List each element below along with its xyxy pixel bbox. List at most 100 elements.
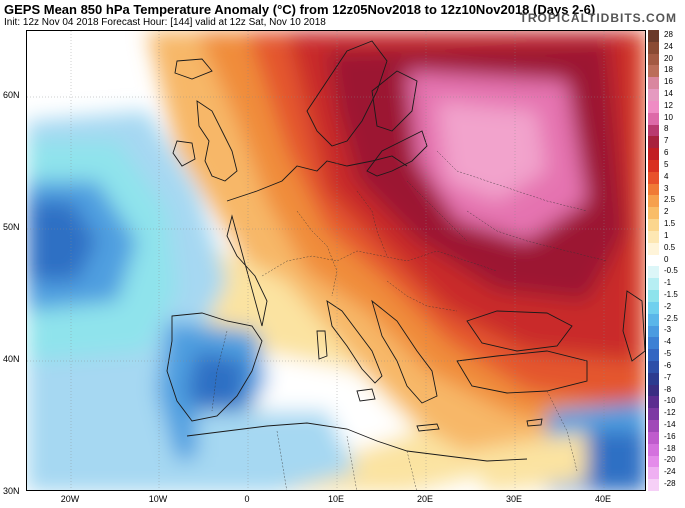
colorbar-label: 12 (664, 100, 673, 110)
colorbar-label: 18 (664, 65, 673, 75)
colorbar-swatch (648, 325, 659, 338)
colorbar-swatch (648, 65, 659, 78)
colorbar-swatch (648, 242, 659, 256)
map-title: GEPS Mean 850 hPa Temperature Anomaly (°… (4, 2, 596, 17)
lon-label-0: 0 (244, 494, 250, 504)
colorbar-label: 2.5 (664, 195, 676, 205)
colorbar-label: -2.5 (664, 313, 678, 323)
colorbar-swatch (648, 337, 659, 350)
colorbar-label: 16 (664, 77, 673, 87)
colorbar-label: -2 (664, 301, 672, 311)
colorbar-label: 6 (664, 148, 669, 158)
colorbar-swatch (648, 77, 659, 90)
coastlines (166, 40, 645, 462)
colorbar-label: -14 (664, 419, 676, 429)
colorbar-swatch (648, 124, 659, 137)
lat-label-50n: 50N (3, 222, 20, 232)
colorbar-swatch (648, 183, 659, 196)
lon-label-10w: 10W (148, 494, 168, 504)
colorbar-swatch (648, 112, 659, 126)
colorbar-label: -5 (664, 349, 672, 359)
colorbar-swatch (648, 136, 659, 149)
colorbar-label: -0.5 (664, 266, 678, 276)
political-borders (211, 150, 608, 490)
colorbar-label: -12 (664, 408, 676, 418)
colorbar-swatch (648, 160, 659, 173)
lon-label-30e: 30E (505, 494, 523, 504)
colorbar-swatch (648, 420, 659, 433)
colorbar-label: -1.5 (664, 289, 678, 299)
colorbar-label: -6 (664, 360, 672, 370)
colorbar-swatch (648, 100, 659, 114)
colorbar-label: -16 (664, 431, 676, 441)
colorbar-label: 14 (664, 89, 673, 98)
colorbar-label: -4 (664, 337, 672, 347)
colorbar-label: 4 (664, 171, 669, 181)
colorbar-swatch (648, 89, 659, 102)
colorbar-swatch (648, 30, 659, 43)
lon-label-40e: 40E (594, 494, 612, 504)
lon-label-20e: 20E (416, 494, 434, 504)
header: GEPS Mean 850 hPa Temperature Anomaly (°… (0, 0, 685, 30)
map-canvas (27, 31, 645, 490)
colorbar-label: -18 (664, 443, 676, 453)
anomaly-field (27, 31, 645, 490)
colorbar-label: -24 (664, 467, 676, 477)
colorbar-label: -7 (664, 372, 672, 382)
lat-label-40n: 40N (3, 354, 20, 364)
colorbar-swatch (648, 148, 659, 161)
colorbar-swatch (648, 207, 659, 220)
colorbar-label: 3 (664, 183, 669, 193)
colorbar-swatch (648, 41, 659, 55)
colorbar-swatch (648, 360, 659, 374)
colorbar-label: 5 (664, 159, 669, 169)
colorbar-label: 0.5 (664, 242, 676, 252)
colorbar-swatch (648, 384, 659, 397)
colorbar-swatch (648, 467, 659, 480)
colorbar-swatch (648, 443, 659, 457)
colorbar-swatch (648, 219, 659, 232)
colorbar-swatch (648, 313, 659, 326)
colorbar-label: 8 (664, 124, 669, 134)
colorbar-label: 7 (664, 136, 669, 146)
colorbar-label: -28 (664, 479, 676, 489)
anomaly-map[interactable] (26, 30, 646, 491)
brand-label: TROPICALTIDBITS.COM (519, 11, 677, 25)
colorbar-label: 28 (664, 29, 673, 39)
colorbar-swatch (648, 479, 659, 492)
lat-label-30n: 30N (3, 486, 20, 496)
lon-label-10e: 10E (327, 494, 345, 504)
colorbar-label: 1 (664, 230, 669, 240)
colorbar-swatch (648, 290, 659, 303)
colorbar-label: -1 (664, 278, 672, 288)
colorbar-label: -8 (664, 384, 672, 394)
colorbar-swatch (648, 278, 659, 291)
colorbar-swatch (648, 372, 659, 386)
colorbar-label: -20 (664, 455, 676, 465)
colorbar-label: 2 (664, 207, 669, 217)
colorbar-legend: 28 24 20 18 16 14 12 10 8 7 6 5 4 3 2.5 2 1.5 1 0.5 0 -0.5 -1… (648, 29, 685, 492)
colorbar-label: 20 (664, 53, 673, 63)
colorbar-label: -3 (664, 325, 672, 335)
colorbar-label: 24 (664, 41, 673, 51)
colorbar-swatch (648, 301, 659, 315)
colorbar-label: -10 (664, 396, 676, 406)
colorbar-swatch (648, 230, 659, 244)
colorbar-swatch (648, 349, 659, 362)
colorbar-swatch (648, 254, 659, 267)
colorbar-swatch (648, 53, 659, 66)
colorbar-label: 1.5 (664, 219, 676, 229)
colorbar-swatch (648, 266, 659, 279)
colorbar-swatch (648, 195, 659, 208)
lon-label-20w: 20W (60, 494, 80, 504)
colorbar-swatch (648, 408, 659, 421)
colorbar-swatch (648, 431, 659, 445)
colorbar-swatch (648, 171, 659, 185)
lat-label-60n: 60N (3, 90, 20, 100)
map-subtitle: Init: 12z Nov 04 2018 Forecast Hour: [14… (4, 17, 326, 28)
graticule (27, 31, 645, 490)
colorbar-swatch (648, 396, 659, 409)
colorbar-label: 10 (664, 112, 673, 122)
colorbar-label: 0 (664, 254, 669, 264)
colorbar-swatch (648, 455, 659, 468)
